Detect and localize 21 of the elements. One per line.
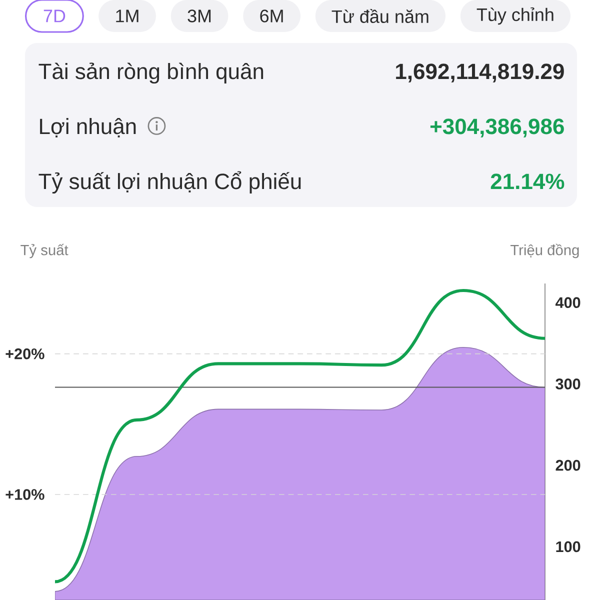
text: Tỷ suất lợi nhuận Cổ phiếu	[38, 171, 301, 194]
y2-tick-label: 100	[556, 541, 580, 552]
text: +304,386,986	[430, 118, 564, 138]
text: 1,692,114,819.29	[396, 64, 564, 82]
text: 21.14%	[490, 174, 564, 190]
text: 3M	[188, 10, 211, 22]
text: Từ đầu năm	[332, 8, 428, 23]
y-axis-title: Tỷ suất	[20, 244, 68, 258]
y2-tick-label: 300	[556, 378, 580, 390]
text: 7D	[44, 10, 66, 22]
text: Tùy chỉnh	[476, 7, 554, 25]
text: 1M	[116, 10, 138, 22]
y-tick-label: +20%	[6, 348, 44, 360]
text: 6M	[260, 10, 283, 22]
y-tick-label: +10%	[6, 489, 44, 500]
y2-tick-label: 200	[556, 460, 580, 471]
text: Lợi nhuận	[40, 118, 136, 138]
y2-tick-label: 400	[555, 297, 580, 308]
line-series	[55, 288, 545, 584]
text: Tài sản ròng bình quân	[38, 62, 264, 84]
y2-axis-title: Triệu đồng	[510, 244, 579, 258]
